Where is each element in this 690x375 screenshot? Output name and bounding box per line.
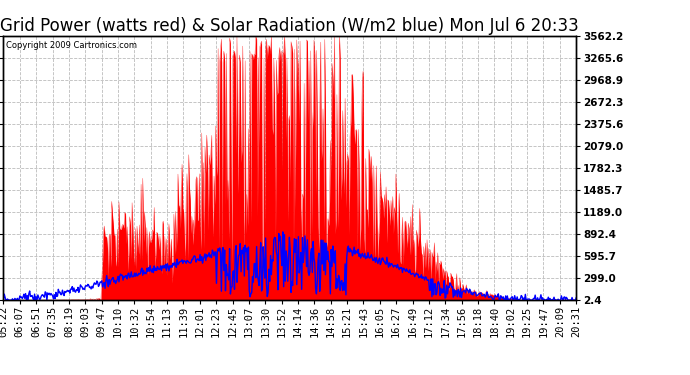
Title: Grid Power (watts red) & Solar Radiation (W/m2 blue) Mon Jul 6 20:33: Grid Power (watts red) & Solar Radiation…: [1, 18, 579, 36]
Text: Copyright 2009 Cartronics.com: Copyright 2009 Cartronics.com: [6, 41, 137, 50]
